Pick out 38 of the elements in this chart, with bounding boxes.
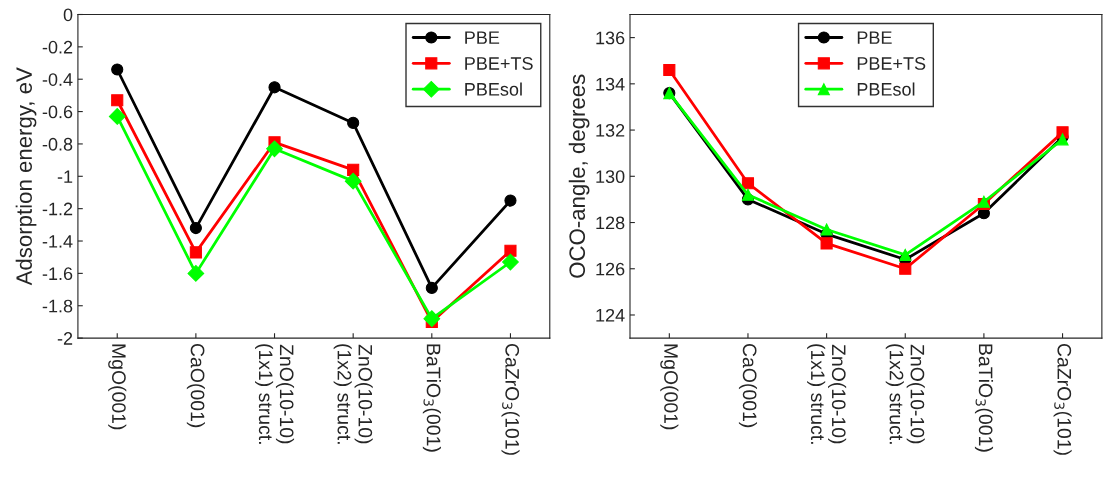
- x-tick-label: ZnO(10-10) (1x1) struct.: [807, 344, 847, 444]
- x-tick-label: ZnO(10-10) (1x1) struct.: [255, 344, 295, 444]
- x-tick-label: CaO(001): [186, 343, 205, 428]
- x-tick-label: CaZrO$_{3}$(101): [501, 343, 520, 455]
- y-axis-title: Adsorption energy, eV: [15, 67, 37, 286]
- y-tick-label: 126: [596, 262, 625, 276]
- y-tick-label: 134: [596, 77, 625, 91]
- y-tick-label: 130: [596, 170, 625, 184]
- y-tick-label: -0.4: [42, 73, 73, 86]
- y-tick-label: -1.2: [42, 202, 73, 216]
- x-tick-label: CaO(001): [738, 343, 758, 428]
- y-tick-label: -1: [57, 170, 73, 183]
- legend-label: PBEsol: [465, 82, 522, 96]
- x-tick-label: BaTiO$_{3}$(001): [974, 344, 994, 452]
- x-tick-label: BaTiO$_{3}$(001): [422, 344, 441, 452]
- y-tick-label: 124: [596, 308, 625, 322]
- x-tick-label: ZnO(10-10) (1x2) struct.: [885, 344, 925, 444]
- x-tick-label: ZnO(10-10) (1x2) struct.: [333, 344, 373, 444]
- y-tick-label: 0: [63, 8, 73, 22]
- x-tick-label: MgO(001): [108, 344, 127, 430]
- y-tick-label: -2: [57, 332, 73, 345]
- x-tick-label: MgO(001): [660, 344, 679, 430]
- x-tick-label: CaZrO$_{3}$(101): [1053, 343, 1072, 455]
- legend-label: PBE: [857, 31, 892, 44]
- legend-label: PBEsol: [857, 82, 915, 96]
- legend-label: PBE: [465, 31, 500, 44]
- y-tick-label: -1.8: [42, 299, 73, 313]
- y-tick-label: -0.6: [42, 105, 73, 119]
- y-tick-label: -0.8: [42, 137, 73, 151]
- legend-label: PBE+TS: [465, 57, 533, 70]
- y-tick-label: -1.6: [42, 267, 73, 281]
- y-tick-label: -0.2: [42, 40, 73, 54]
- legend-label: PBE+TS: [857, 57, 926, 70]
- y-tick-label: -1.4: [42, 235, 73, 248]
- y-tick-label: 136: [596, 31, 625, 45]
- y-tick-label: 128: [596, 216, 625, 230]
- y-axis-title: OCO-angle, degrees: [568, 74, 590, 278]
- y-tick-label: 132: [596, 124, 625, 137]
